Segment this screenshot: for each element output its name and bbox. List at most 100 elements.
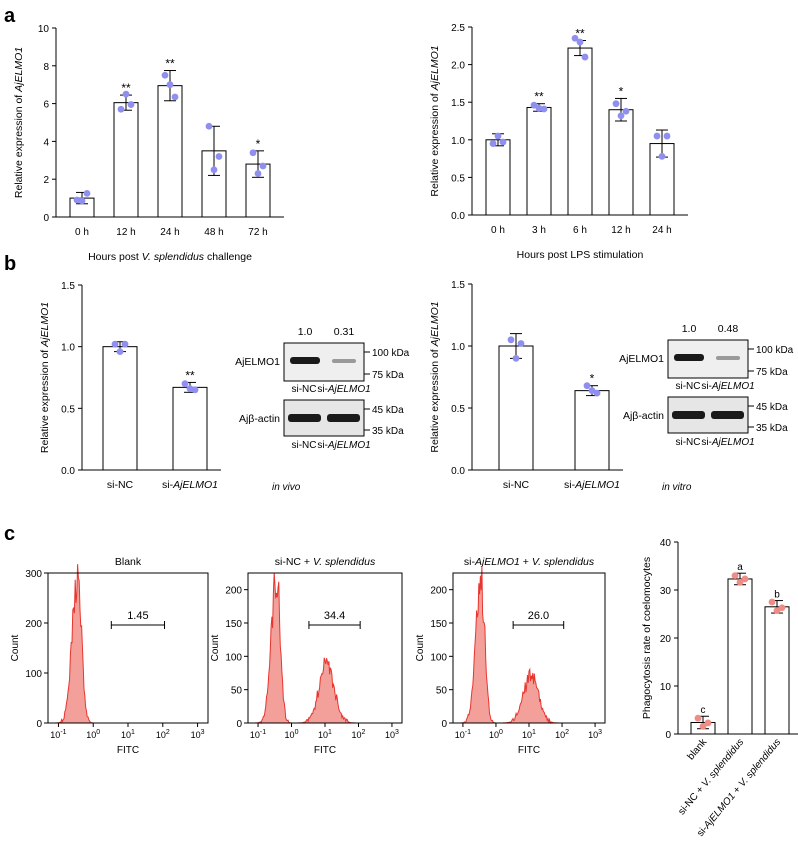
y-axis-label-part: AjELMO1	[429, 301, 441, 347]
protein-band	[290, 357, 320, 364]
protein-band	[711, 411, 744, 419]
y-tick-label: 100	[430, 652, 447, 663]
x-tick-label-part: AjELMO1	[172, 479, 218, 491]
protein-band	[716, 356, 740, 360]
x-tick-base: 10	[588, 730, 598, 740]
bar	[567, 47, 593, 216]
band-ratio: 0.48	[718, 323, 739, 335]
bar	[245, 163, 271, 218]
marker-label: 45 kDa	[372, 405, 404, 416]
x-tick-base: 10	[250, 730, 260, 740]
data-point	[581, 53, 589, 61]
x-tick-label-part: si-	[162, 479, 174, 491]
significance-label: *	[256, 137, 261, 151]
y-tick-label: 1.5	[451, 98, 465, 109]
x-tick-exp: 2	[166, 729, 170, 736]
y-tick-label: 0	[441, 719, 447, 730]
x-tick-label: 3 h	[532, 225, 546, 236]
x-tick-label: 102	[352, 729, 366, 740]
histogram-title: Blank	[115, 556, 142, 568]
significance-label: **	[121, 81, 131, 95]
marker-label: 100 kDa	[756, 345, 794, 356]
x-axis-label: FITC	[314, 745, 336, 756]
histogram-curve	[48, 564, 208, 724]
bar	[526, 106, 552, 216]
data-point	[111, 340, 119, 348]
band-label: AjELMO1	[619, 353, 664, 365]
x-tick-label: 72 h	[248, 227, 267, 238]
x-tick-label-part: AjELMO1	[701, 791, 738, 832]
y-tick-label: 1.5	[61, 281, 75, 292]
y-axis-label: Count	[10, 634, 21, 661]
bar	[498, 345, 534, 471]
lane-label-part: AjELMO1	[327, 440, 371, 451]
y-tick-label: 100	[25, 669, 42, 680]
x-tick-label: si-AjELMO1	[564, 479, 620, 491]
x-axis-label: FITC	[117, 745, 139, 756]
significance-label: **	[185, 368, 195, 382]
x-tick-label: si-AjELMO1	[162, 479, 218, 491]
data-point	[768, 598, 776, 606]
y-tick-label: 0	[36, 719, 42, 730]
x-tick-label: 101	[121, 729, 135, 740]
lane-label-part: AjELMO1	[711, 437, 755, 448]
data-point	[530, 101, 538, 109]
histogram-title-part: +	[520, 556, 532, 568]
data-point	[507, 336, 515, 344]
x-tick-label: 103	[588, 729, 602, 740]
flow-histogram-f3: si-AjELMO1 + V. splendidus05010015020010…	[415, 556, 606, 756]
y-tick-label: 20	[660, 634, 672, 645]
y-axis-label-part: AjELMO1	[13, 47, 25, 93]
x-tick-label: 12 h	[611, 225, 630, 236]
bar-chart-c4: 0 10 20 30 40 Phagocytosis rate of coelomocyt…	[641, 538, 798, 839]
y-axis-label: Relative expression of AjELMO1	[13, 47, 25, 198]
x-tick-label: si-NC + V. splendidus	[676, 737, 746, 817]
protein-band	[327, 414, 360, 422]
data-point	[663, 132, 671, 140]
significance-label: b	[774, 590, 780, 601]
bar	[608, 109, 634, 216]
data-point	[249, 149, 257, 157]
bar-chart-b2: 0.0 0.5 1.0 1.5 Relative expression of AjELM…	[429, 280, 692, 493]
x-tick-label: 102	[555, 729, 569, 740]
y-axis-label: Phagocytosis rate of coelomocytes	[641, 557, 653, 719]
data-point	[571, 34, 579, 42]
data-point	[254, 170, 262, 177]
data-point	[653, 132, 661, 140]
y-axis-label: Relative expression of AjELMO1	[429, 45, 441, 196]
x-tick-base: 10	[352, 730, 362, 740]
x-tick-label: blank	[686, 736, 710, 762]
marker-label: 35 kDa	[372, 426, 404, 437]
x-tick-exp: 1	[131, 729, 135, 736]
x-tick-label: 103	[191, 729, 205, 740]
histogram-title-part: V. splendidus	[313, 556, 376, 568]
y-tick-label: 200	[225, 586, 242, 597]
x-tick-label: si-NC	[503, 479, 530, 491]
y-tick-label: 1.0	[451, 136, 465, 147]
y-tick-label: 300	[25, 569, 42, 580]
y-axis-label-part: AjELMO1	[429, 45, 441, 91]
y-tick-label: 0.0	[451, 211, 465, 222]
histogram-title-part: Blank	[115, 556, 142, 568]
x-tick-label: 6 h	[573, 225, 587, 236]
y-tick-label: 8	[43, 62, 49, 73]
x-tick-label-part: AjELMO1	[574, 479, 620, 491]
lane-label-part: si-	[701, 437, 712, 448]
x-tick-exp: 3	[395, 729, 399, 736]
data-point	[215, 153, 223, 160]
y-tick-label: 0.5	[61, 404, 75, 415]
x-axis-label-part: Hours post	[88, 251, 142, 263]
x-tick-label: 12 h	[116, 227, 135, 238]
bar-chart-a2: 0.0 0.5 1.0 1.5 2.0 2.5 Relative expression of…	[429, 23, 688, 261]
gate-percentage: 26.0	[528, 610, 549, 622]
lane-label: si-AjELMO1	[317, 384, 370, 395]
bar-chart-b1: 0.0 0.5 1.0 1.5 Relative expression of AjELM…	[39, 281, 301, 493]
lane-label-part: si-	[317, 384, 328, 395]
data-point	[576, 38, 584, 46]
x-tick-label: 101	[522, 729, 536, 740]
bar	[157, 85, 183, 218]
y-tick-label: 0.0	[451, 466, 465, 477]
data-point	[694, 714, 702, 722]
x-tick-label: 103	[385, 729, 399, 740]
